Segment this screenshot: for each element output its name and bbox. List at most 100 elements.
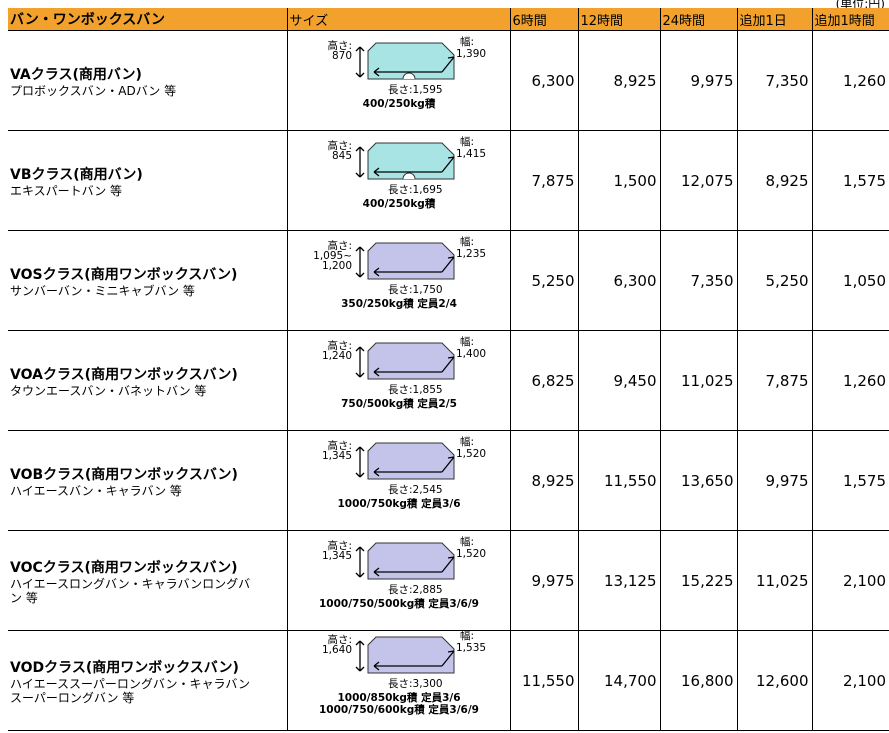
- table-row: VBクラス(商用バン) エキスパートバン 等 高さ: 845 幅: 1,415 長さ:1,6…: [8, 130, 889, 231]
- dimension-arrow: [373, 567, 379, 573]
- price-cell: 7,875: [736, 330, 812, 431]
- van-box: [367, 42, 454, 80]
- dimension-arrow: [447, 456, 454, 459]
- name-cell: VOCクラス(商用ワンボックスバン) ハイエースロングバン・キャラバンロングバン …: [8, 530, 287, 631]
- header-cell: 6時間: [509, 8, 578, 31]
- class-name: VOAクラス(商用ワンボックスバン): [10, 366, 238, 383]
- name-cell: VOBクラス(商用ワンボックスバン) ハイエースバン・キャラバン 等: [8, 430, 287, 531]
- price-cell: 12,600: [736, 630, 812, 731]
- price-cell: 1,050: [811, 230, 889, 331]
- name-cell: VODクラス(商用ワンボックスバン) ハイエーススーパーロングバン・キャラバン スー…: [8, 630, 287, 731]
- table-row: VAクラス(商用バン) プロボックスバン・ADバン 等 高さ: 870 幅: 1,390 長…: [8, 30, 889, 131]
- price-cell: 9,975: [509, 530, 578, 631]
- width-label: 幅:: [460, 535, 474, 548]
- dimension-arrow: [359, 46, 364, 52]
- length-label: 長さ:2,885: [388, 584, 443, 596]
- header-cell: バン・ワンボックスバン: [8, 8, 287, 31]
- dimension-arrow: [373, 571, 379, 577]
- height-label: 870: [331, 50, 351, 62]
- load-label: 1000/750/600kg積 定員3/6/9: [319, 703, 479, 716]
- height-label: 高さ:: [327, 439, 352, 452]
- dimension-arrow: [359, 246, 364, 252]
- dimension-arrow: [359, 472, 364, 478]
- dimension-arrow: [355, 572, 360, 578]
- length-label: 長さ:1,595: [388, 84, 443, 96]
- class-name: VODクラス(商用ワンボックスバン): [10, 659, 239, 676]
- width-value: 1,520: [456, 448, 486, 460]
- load-label: 350/250kg積 定員2/4: [341, 297, 457, 310]
- header-cell: サイズ: [286, 8, 510, 31]
- price-cell: 6,825: [509, 330, 578, 431]
- unit-note: (単位:円): [835, 0, 885, 11]
- van-box: [367, 342, 454, 380]
- dimension-arrow: [355, 640, 360, 646]
- price-cell: 9,975: [736, 430, 812, 531]
- class-examples: サンバーバン・ミニキャブバン 等: [10, 283, 195, 298]
- height-label: 1,095~: [313, 250, 352, 262]
- length-label: 長さ:1,750: [388, 284, 443, 296]
- class-name: VOCクラス(商用ワンボックスバン): [10, 559, 238, 576]
- length-label: 長さ:1,695: [388, 184, 443, 196]
- dimension-arrow: [440, 256, 455, 273]
- height-label: 高さ:: [327, 139, 352, 152]
- height-label: 1,345: [321, 450, 351, 462]
- load-label: 400/250kg積: [362, 97, 435, 110]
- class-examples: ハイエーススーパーロングバン・キャラバン: [10, 676, 251, 691]
- dimension-arrow: [373, 271, 379, 277]
- dimension-arrow: [447, 650, 454, 653]
- dimension-arrow: [359, 146, 364, 152]
- dimension-arrow: [359, 666, 364, 672]
- dimension-arrow: [359, 640, 364, 646]
- class-examples: スーパーロングバン 等: [10, 690, 135, 705]
- header-cell: 追加1日: [736, 8, 812, 31]
- dimension-arrow: [355, 446, 360, 452]
- width-value: 1,390: [456, 48, 486, 60]
- dimension-arrow: [355, 546, 360, 552]
- price-cell: 12,075: [659, 130, 737, 231]
- price-cell: 1,260: [811, 30, 889, 131]
- class-examples: プロボックスバン・ADバン 等: [10, 83, 177, 98]
- dimension-arrow: [355, 666, 360, 672]
- dimension-arrow: [359, 546, 364, 552]
- length-label: 長さ:2,545: [388, 484, 443, 496]
- header-cell: 追加1時間: [811, 8, 889, 31]
- price-cell: 1,260: [811, 330, 889, 431]
- height-label: 1,240: [321, 350, 351, 362]
- class-name: VBクラス(商用バン): [10, 166, 143, 183]
- price-cell: 16,800: [659, 630, 737, 731]
- price-cell: 13,125: [577, 530, 660, 631]
- dimension-arrow: [359, 446, 364, 452]
- price-cell: 7,350: [736, 30, 812, 131]
- dimension-arrow: [440, 556, 455, 573]
- width-label: 幅:: [460, 35, 474, 48]
- dimension-arrow: [440, 650, 455, 667]
- dimension-arrow: [355, 346, 360, 352]
- price-cell: 5,250: [509, 230, 578, 331]
- dimension-arrow: [447, 356, 454, 359]
- dimension-arrow: [359, 572, 364, 578]
- price-cell: 1,575: [811, 430, 889, 531]
- wheel-notch: [402, 72, 415, 80]
- dimension-arrow: [440, 356, 455, 373]
- dimension-arrow: [373, 71, 379, 77]
- name-cell: VOAクラス(商用ワンボックスバン) タウンエースバン・バネットバン 等: [8, 330, 287, 431]
- van-box: [367, 242, 454, 280]
- height-label: 1,640: [321, 644, 351, 656]
- price-cell: 7,350: [659, 230, 737, 331]
- dimension-arrow: [373, 467, 379, 473]
- van-box: [367, 142, 454, 180]
- table-row: VOBクラス(商用ワンボックスバン) ハイエースバン・キャラバン 等 高さ: 1,34…: [8, 430, 889, 531]
- height-label: 1,345: [321, 550, 351, 562]
- name-cell: VBクラス(商用バン) エキスパートバン 等: [8, 130, 287, 231]
- width-value: 1,415: [456, 148, 486, 160]
- header-row: バン・ワンボックスバン サイズ 6時間 12時間 24時間 追加1日 追加1時間: [8, 8, 889, 31]
- van-box: [367, 542, 454, 580]
- size-cell: 高さ: 1,345 幅: 1,520 長さ:2,545 1000/750kg積 定員3/6: [286, 430, 510, 531]
- size-cell: 高さ: 1,095~ 1,200 幅: 1,235 長さ:1,750 350/250kg積 …: [286, 230, 510, 331]
- price-cell: 11,550: [509, 630, 578, 731]
- dimension-arrow: [440, 156, 455, 173]
- dimension-arrow: [447, 56, 454, 59]
